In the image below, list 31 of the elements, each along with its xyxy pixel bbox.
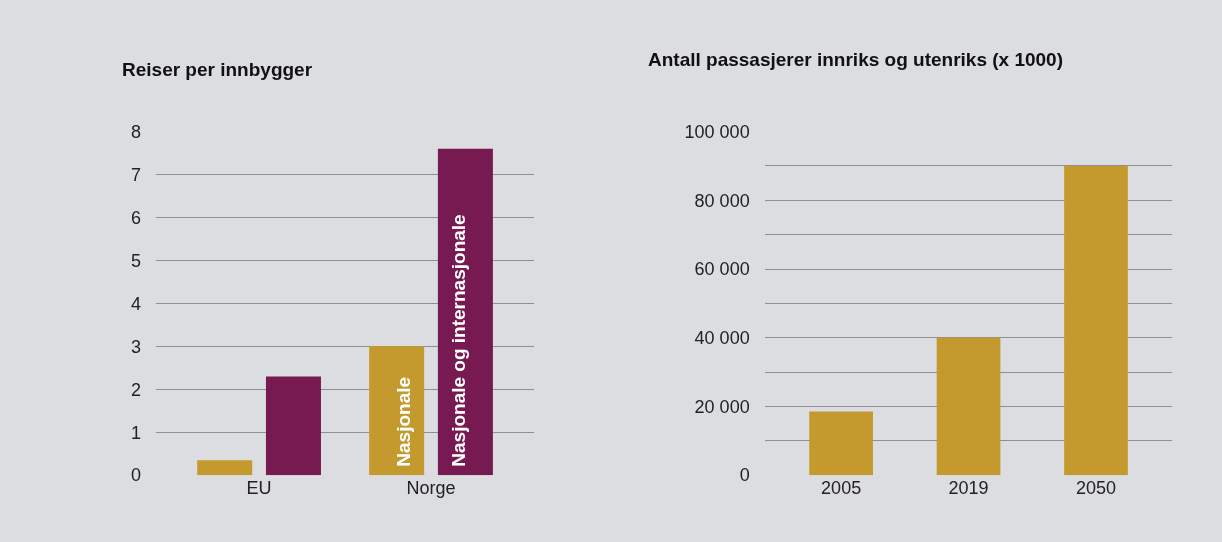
y-tick-label: 100 000	[684, 121, 750, 142]
y-tick-label: 40 000	[694, 328, 750, 349]
bar	[437, 148, 493, 476]
bar	[809, 411, 873, 476]
y-tick-label: 7	[130, 164, 141, 185]
series-label: Nasjonale og internasjonale	[448, 214, 470, 467]
bar	[936, 337, 1001, 476]
y-tick-label: 8	[130, 121, 141, 142]
y-tick-label: 20 000	[694, 396, 750, 417]
x-tick-label: 2019	[948, 478, 989, 499]
y-tick-label: 80 000	[694, 190, 750, 211]
y-tick-label: 0	[739, 465, 750, 486]
x-tick-label: 2050	[1075, 478, 1117, 499]
y-tick-label: 2	[130, 379, 141, 400]
x-tick-label: EU	[246, 478, 272, 499]
x-tick-label: Norge	[406, 478, 456, 499]
y-tick-label: 1	[130, 422, 141, 443]
x-tick-label: 2005	[821, 478, 862, 499]
y-tick-label: 5	[130, 250, 141, 271]
series-label: Nasjonale	[393, 376, 415, 467]
y-tick-label: 3	[130, 336, 141, 357]
bar	[1064, 165, 1128, 476]
chart-title: Reiser per innbygger	[122, 59, 313, 80]
y-tick-label: 6	[130, 207, 141, 228]
bar	[197, 460, 253, 476]
bar	[265, 376, 321, 476]
y-tick-label: 4	[130, 293, 141, 314]
bar	[369, 346, 425, 476]
y-tick-label: 60 000	[694, 259, 750, 280]
y-tick-label: 0	[130, 465, 141, 486]
chart-title: Antall passasjerer innriks og utenriks (x 1000)	[648, 49, 1064, 70]
